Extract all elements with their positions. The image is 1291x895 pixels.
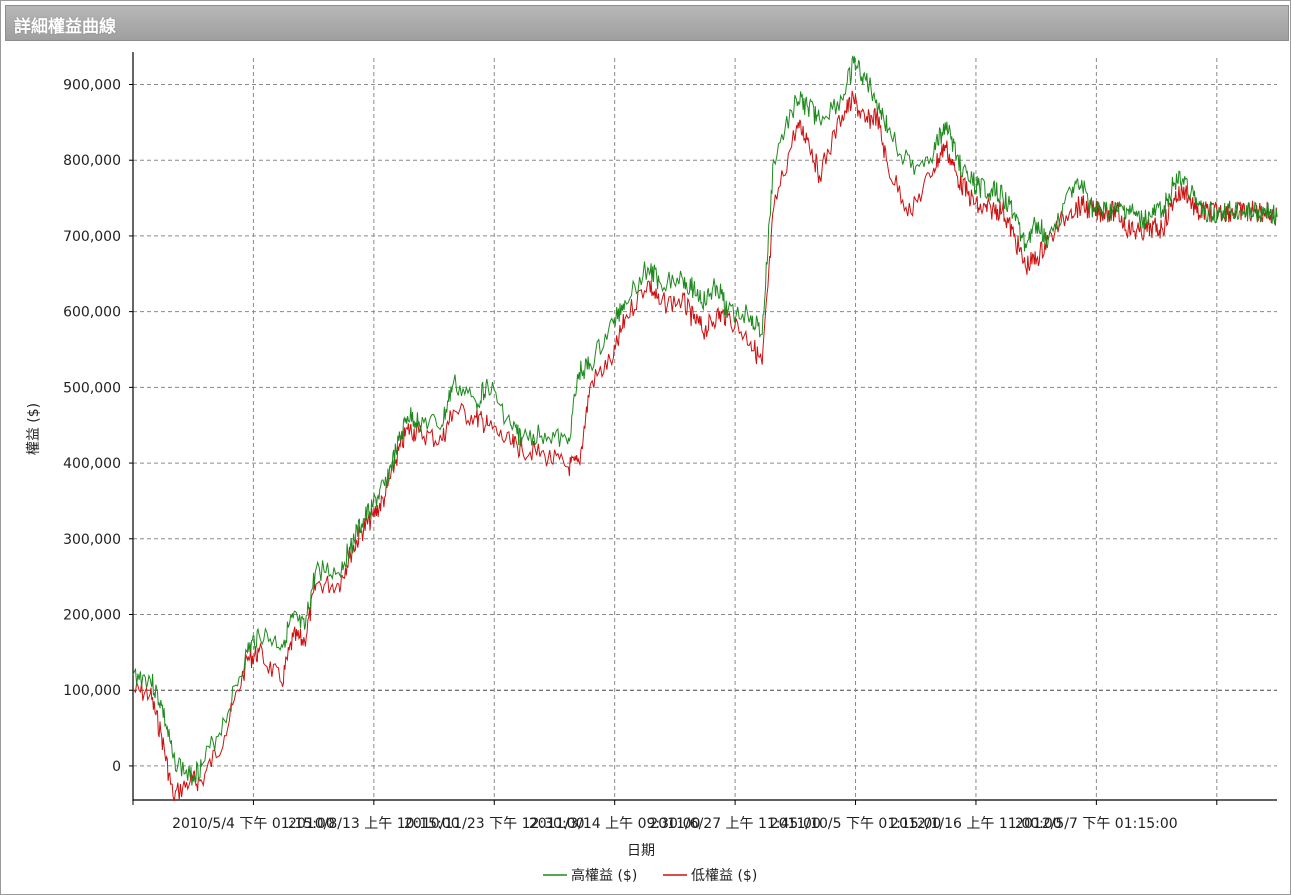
chart-axes [132,52,1277,801]
y-axis-title: 權益 ($) [26,403,42,455]
series-line [132,55,1278,786]
y-tick-label: 0 [112,759,121,775]
y-axis-ticks: 0 100,000 200,000 300,000 400,000 500,000 600,… [63,78,133,775]
x-tick-label: 2011/10/5 下午 01:15:00 [770,816,942,832]
x-tick-label: 2011/3/14 上午 09:30:00 [529,816,701,832]
window-titlebar: 詳細權益曲線 [5,5,1289,41]
y-tick-label: 800,000 [63,153,121,169]
x-tick-label: 2010/8/13 上午 10:15:00 [288,816,460,832]
y-tick-label: 600,000 [63,305,121,321]
x-tick-label: 2010/5/4 下午 01:15:00 [172,816,335,832]
window-title: 詳細權益曲線 [14,17,116,37]
y-tick-label: 300,000 [63,532,121,548]
legend-label: 低權益 ($) [691,868,757,884]
x-tick-label: 2011/6/27 上午 11:45:00 [649,816,821,832]
chart-grid [133,58,1277,800]
series-line [132,90,1278,802]
y-tick-label: 200,000 [63,608,121,624]
x-tick-label: 2010/11/23 下午 12:30:00 [404,816,584,832]
y-tick-label: 100,000 [63,683,121,699]
y-tick-label: 700,000 [63,229,121,245]
x-axis-title: 日期 [627,843,655,859]
equity-chart[interactable]: 0 100,000 200,000 300,000 400,000 500,000 600,… [0,40,1291,895]
chart-series [132,55,1278,802]
legend-label: 高權益 ($) [571,867,637,884]
y-tick-label: 400,000 [63,456,121,472]
chart-legend: 高權益 ($) 低權益 ($) [543,867,757,884]
y-tick-label: 900,000 [63,78,121,94]
x-tick-label: 2012/5/7 下午 01:15:00 [1015,816,1178,832]
x-tick-label: 2012/1/16 上午 11:00:00 [890,816,1062,832]
y-tick-label: 500,000 [63,380,121,396]
